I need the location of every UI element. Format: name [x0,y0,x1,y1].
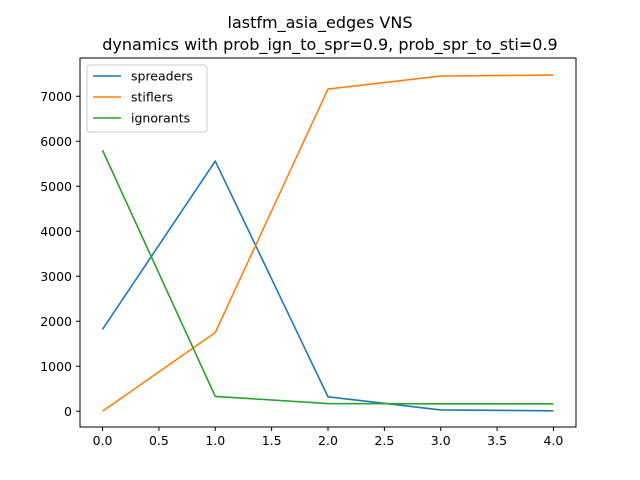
legend-box [86,64,208,133]
y-tick-label: 3000 [40,269,72,284]
x-tick-label: 0.0 [93,433,113,448]
plot-lines [101,74,554,412]
y-tick-label: 0 [64,404,72,419]
legend-label-ignorants: ignorants [131,111,190,126]
y-tick-label: 1000 [40,359,72,374]
y-tick-label: 6000 [40,134,72,149]
y-axis: 0 1000 2000 3000 4000 5000 6000 7000 [40,89,80,419]
y-tick-label: 2000 [40,314,72,329]
x-tick-label: 3.0 [431,433,451,448]
x-tick-label: 4.0 [544,433,564,448]
x-tick-label: 2.0 [318,433,338,448]
legend-label-stiflers: stiflers [131,90,173,105]
x-tick-label: 2.5 [374,433,394,448]
y-tick-label: 5000 [40,179,72,194]
legend-label-spreaders: spreaders [131,69,193,84]
series-line-stiflers [102,74,554,412]
chart-title: lastfm_asia_edges VNS [228,13,413,33]
x-tick-label: 1.5 [262,433,282,448]
series-line-ignorants [101,149,554,405]
y-tick-label: 4000 [40,224,72,239]
legend: spreaders stiflers ignorants [86,64,208,133]
x-tick-label: 1.0 [205,433,225,448]
x-axis: 0.0 0.5 1.0 1.5 2.0 2.5 3.0 3.5 4.0 [93,427,564,448]
x-tick-label: 3.5 [487,433,507,448]
x-tick-label: 0.5 [149,433,169,448]
chart-subtitle: dynamics with prob_ign_to_spr=0.9, prob_… [102,35,557,55]
y-tick-label: 7000 [40,89,72,104]
series-line-spreaders [101,160,554,412]
